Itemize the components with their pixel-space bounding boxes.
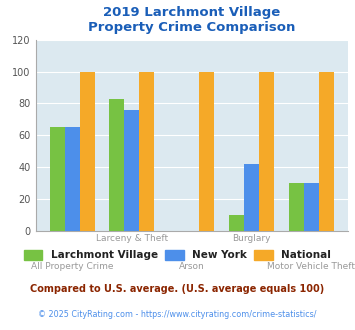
Text: Motor Vehicle Theft: Motor Vehicle Theft	[267, 262, 355, 271]
Text: Arson: Arson	[179, 262, 204, 271]
Bar	[199, 72, 214, 231]
Bar	[140, 72, 154, 231]
Bar	[50, 127, 65, 231]
Legend: Larchmont Village, New York, National: Larchmont Village, New York, National	[24, 250, 331, 260]
Bar	[80, 72, 94, 231]
Bar	[319, 72, 334, 231]
Bar	[109, 99, 125, 231]
Text: Compared to U.S. average. (U.S. average equals 100): Compared to U.S. average. (U.S. average …	[31, 284, 324, 294]
Text: © 2025 CityRating.com - https://www.cityrating.com/crime-statistics/: © 2025 CityRating.com - https://www.city…	[38, 311, 317, 319]
Bar	[229, 215, 244, 231]
Bar	[259, 72, 274, 231]
Bar	[304, 183, 319, 231]
Title: 2019 Larchmont Village
Property Crime Comparison: 2019 Larchmont Village Property Crime Co…	[88, 6, 295, 34]
Text: All Property Crime: All Property Crime	[31, 262, 113, 271]
Bar	[289, 183, 304, 231]
Bar	[244, 164, 259, 231]
Bar	[125, 110, 140, 231]
Bar	[65, 127, 80, 231]
